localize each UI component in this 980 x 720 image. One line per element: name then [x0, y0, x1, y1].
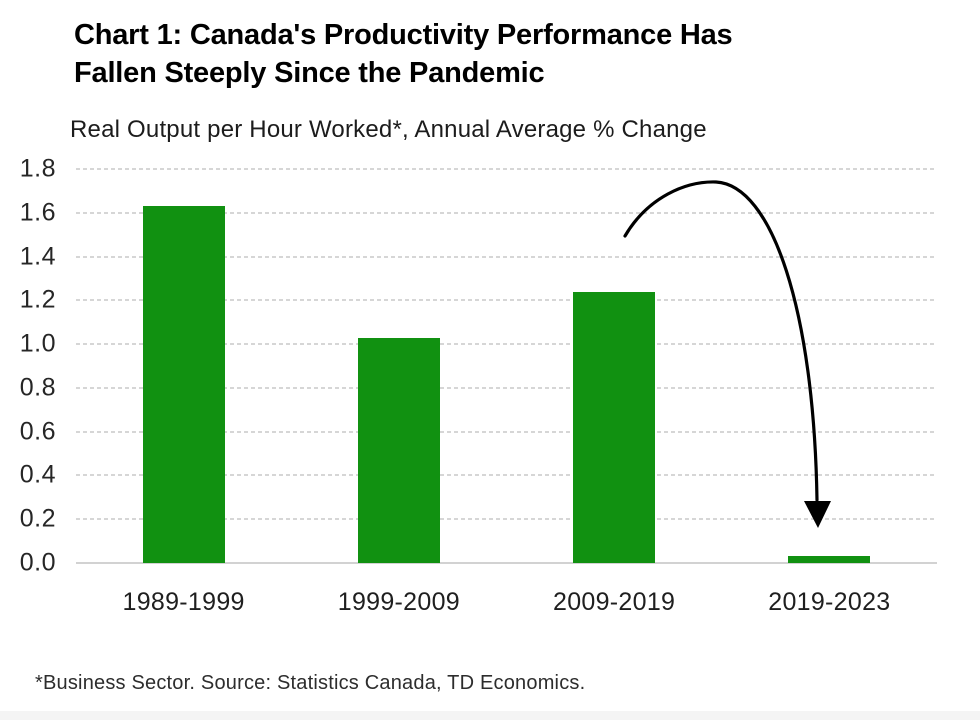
bar-2019-2023 — [788, 556, 871, 563]
gridline — [76, 211, 937, 214]
gridline — [76, 386, 937, 389]
y-axis-tick-label: 0.8 — [19, 373, 56, 402]
bar-1989-1999 — [142, 206, 225, 563]
y-axis-tick-label: 0.6 — [19, 417, 56, 446]
bar-1999-2009 — [357, 337, 440, 563]
gridline — [76, 343, 937, 346]
y-axis-tick-label: 0.0 — [19, 548, 56, 577]
x-axis-baseline — [76, 562, 937, 564]
y-axis-tick-label: 1.2 — [19, 285, 56, 314]
gridline — [76, 168, 937, 170]
arrow-head — [804, 501, 831, 528]
gridline — [76, 430, 937, 433]
source-note: *Business Sector. Source: Statistics Can… — [35, 672, 586, 694]
x-axis-category-label: 1989-1999 — [122, 588, 245, 616]
y-axis-tick-label: 1.4 — [19, 242, 56, 271]
bar-2009-2019 — [573, 291, 656, 563]
chart-subtitle: Real Output per Hour Worked*, Annual Ave… — [70, 116, 707, 143]
x-axis-category-label: 2009-2019 — [552, 588, 676, 616]
x-axis-category-label: 2019-2023 — [768, 588, 891, 616]
y-axis-tick-label: 0.4 — [19, 460, 56, 489]
gridline — [76, 518, 937, 521]
chart-title: Chart 1: Canada's Productivity Performan… — [74, 19, 733, 89]
y-axis-tick-label: 1.6 — [19, 198, 56, 227]
y-axis-tick-label: 0.2 — [19, 504, 56, 533]
y-axis-tick-label: 1.8 — [19, 154, 56, 183]
gridline — [76, 299, 937, 302]
bottom-band — [0, 711, 980, 720]
gridline — [76, 255, 937, 258]
gridline — [76, 474, 937, 477]
y-axis-tick-label: 1.0 — [19, 329, 56, 358]
x-axis-category-label: 1999-2009 — [337, 588, 460, 616]
